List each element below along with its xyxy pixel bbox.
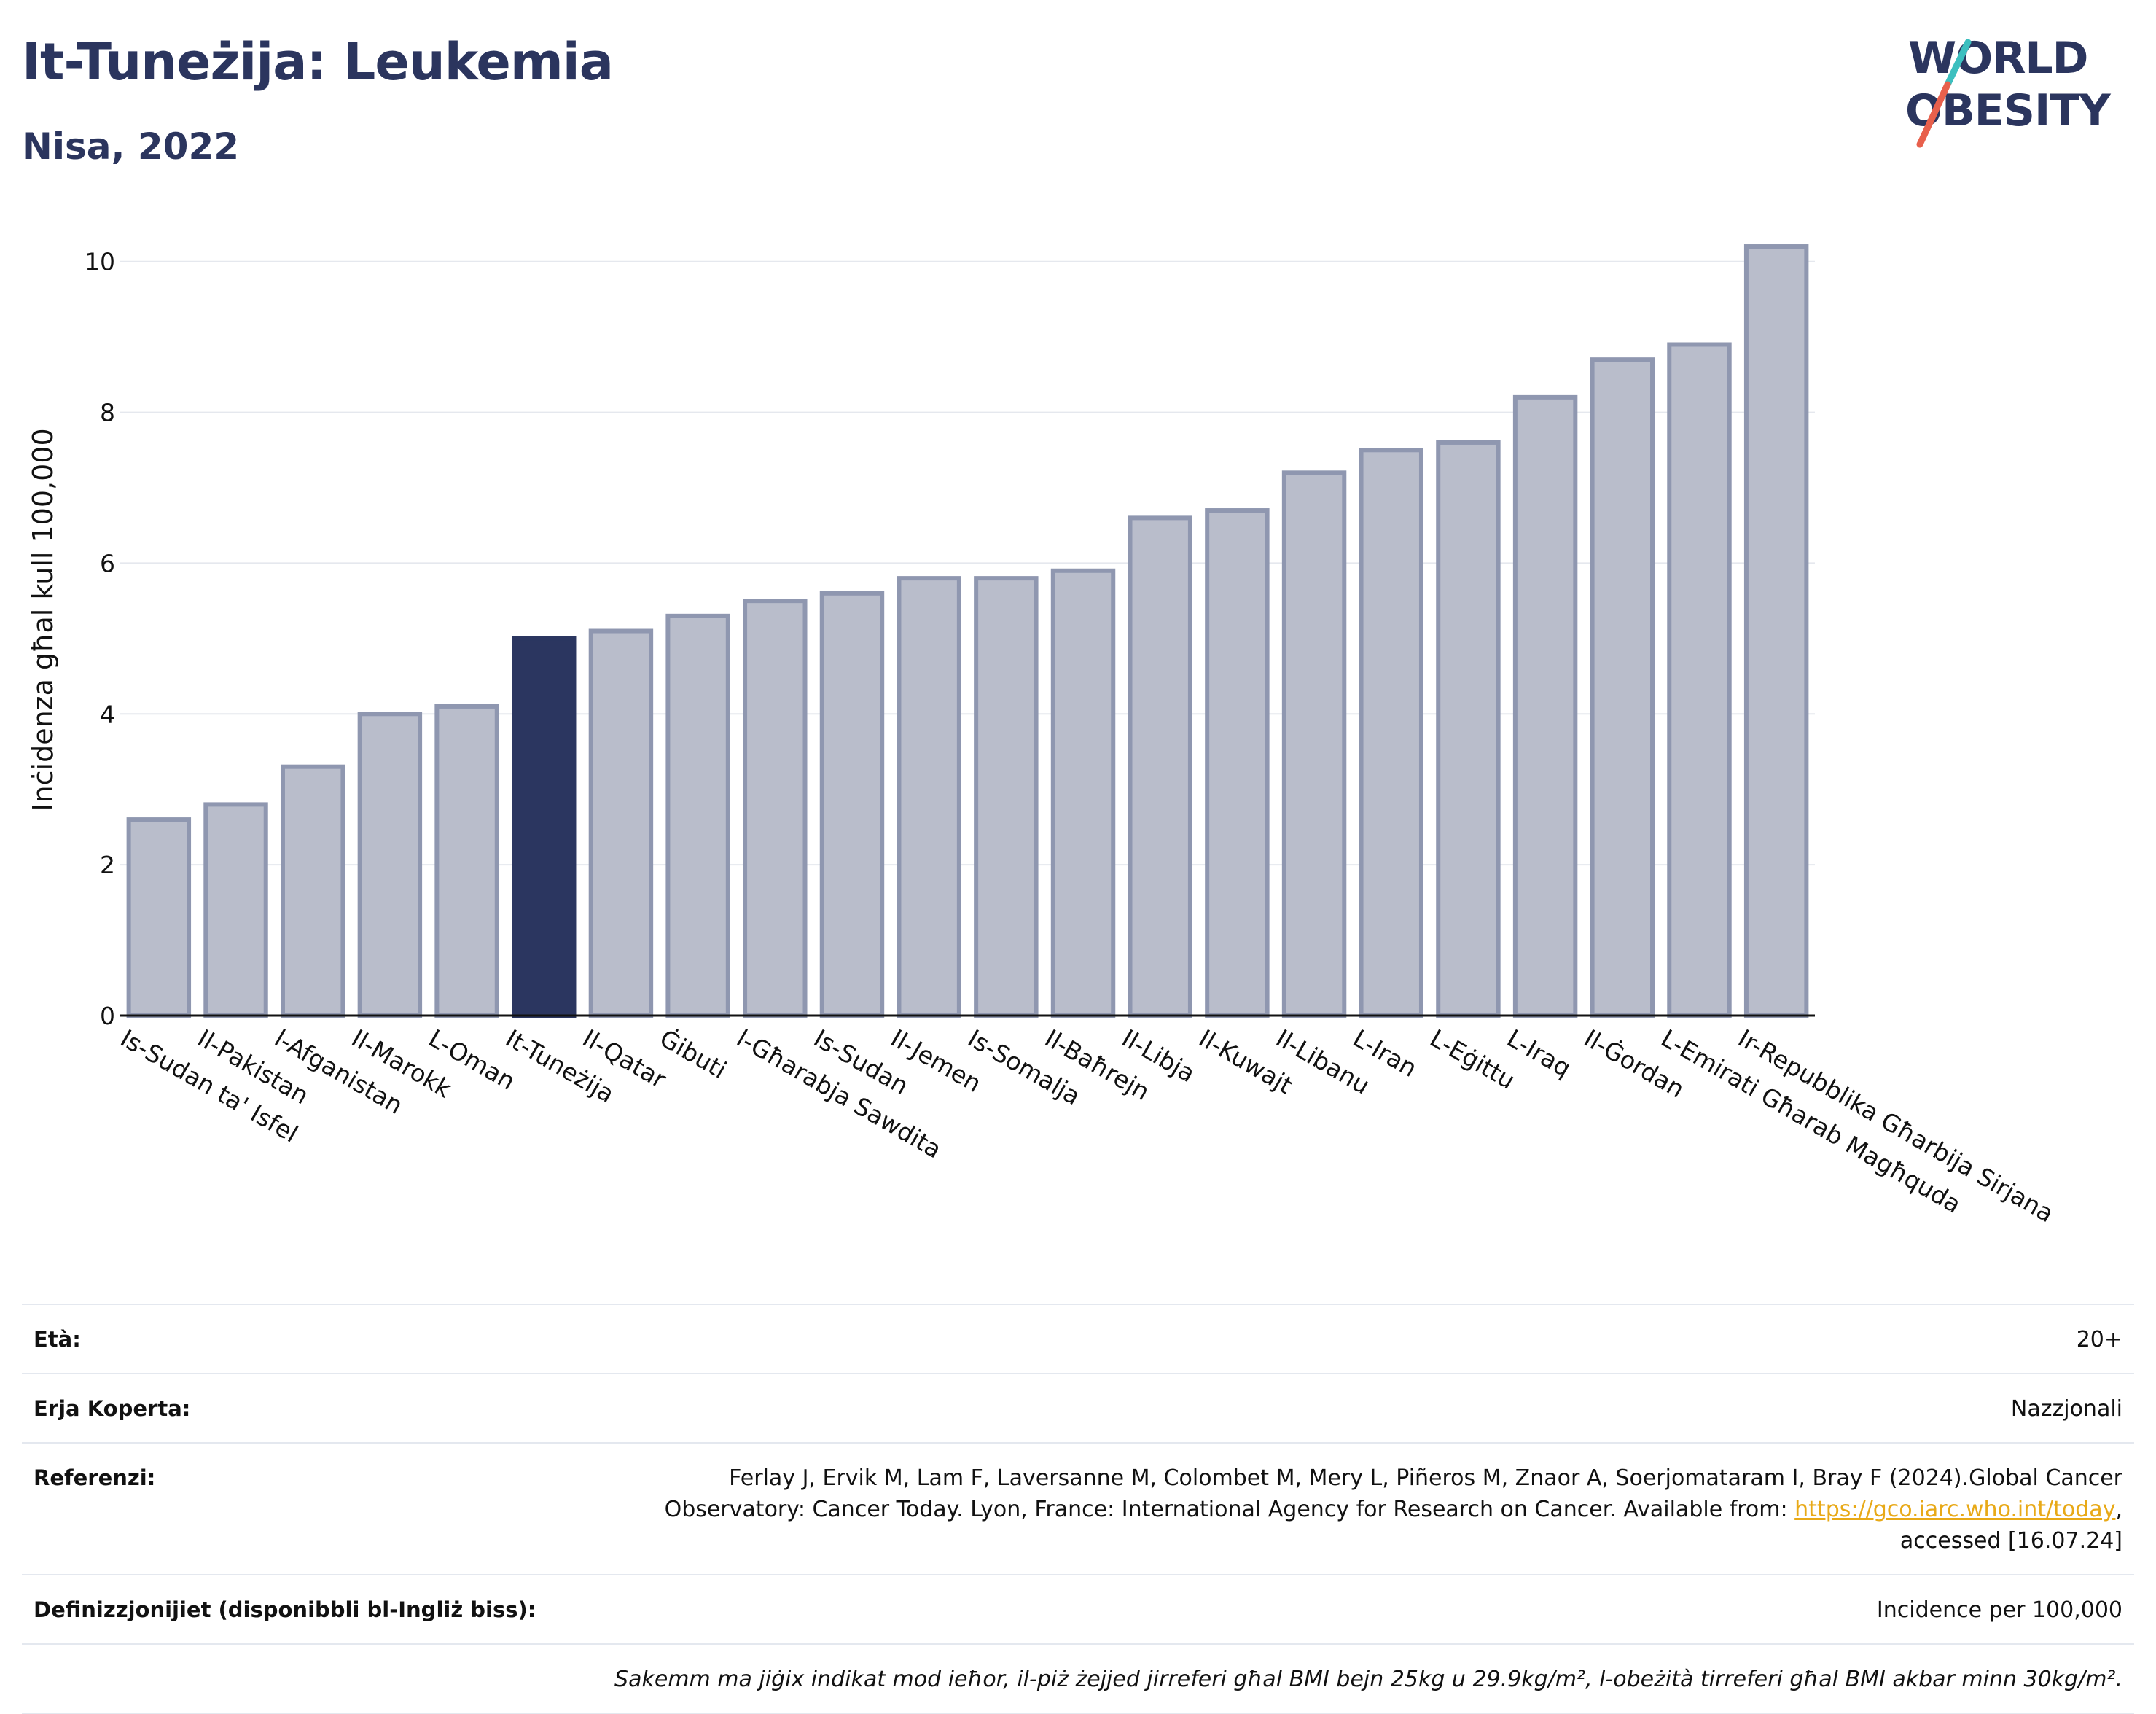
logo-slash-red [1916, 81, 1951, 148]
bar [1359, 448, 1423, 1018]
y-tick-label: 10 [85, 248, 115, 276]
bar [357, 712, 423, 1018]
y-tick-label: 2 [100, 851, 115, 879]
area-row: Erja Koperta: Nazzjonali [22, 1373, 2134, 1442]
note-row: Sakemm ma jiġix indikat mod ieħor, il-pi… [22, 1643, 2134, 1714]
definitions-row: Definizzjonijiet (disponibbli bl-Ingliż … [22, 1574, 2134, 1643]
bar [588, 628, 654, 1018]
bar [743, 599, 808, 1018]
bmi-note: Sakemm ma jiġix indikat mod ieħor, il-pi… [614, 1667, 2122, 1692]
reference-link[interactable]: https://gco.iarc.who.int/today [1794, 1497, 2116, 1522]
bar [1667, 342, 1732, 1018]
bar [1590, 357, 1655, 1018]
logo-line1: WORLD [1908, 33, 2087, 84]
bar [203, 802, 268, 1018]
y-tick-label: 4 [100, 700, 115, 728]
bar [434, 704, 499, 1018]
area-value: Nazzjonali [2010, 1396, 2122, 1422]
y-axis-title: Inċidenza għal kull 100,000 [27, 428, 59, 811]
bar [1436, 440, 1501, 1018]
world-obesity-logo: WORLD OBESITY [1905, 33, 2112, 148]
chart-subtitle: Nisa, 2022 [22, 125, 240, 168]
info-table: Età: 20+ Erja Koperta: Nazzjonali Refere… [22, 1304, 2134, 1714]
bar [1128, 515, 1192, 1018]
references-row: Referenzi: Ferlay J, Ervik M, Lam F, Lav… [22, 1442, 2134, 1574]
bar [1281, 470, 1347, 1018]
bar [665, 613, 730, 1018]
age-label: Età: [34, 1327, 81, 1352]
logo-slash-teal [1944, 39, 1972, 88]
bar [819, 591, 885, 1018]
reference-text-4: accessed [16.07.24] [1899, 1528, 2122, 1554]
bar [1050, 568, 1116, 1018]
reference-text-2: Observatory: Cancer Today. Lyon, France:… [664, 1497, 1788, 1522]
x-tick-label: Ir-Repubblika Għarbija Sirjana [1733, 1024, 2058, 1228]
chart-title: It-Tuneżija: Leukemia [22, 32, 614, 92]
bar-chart: 0 2 4 6 8 10 Is-Sudan ta' IsfelIl-Pakistanl-A… [27, 244, 2058, 1228]
definitions-value: Incidence per 100,000 [1876, 1597, 2122, 1623]
bar [1512, 394, 1578, 1018]
bar [1743, 244, 1809, 1018]
y-tick-label: 8 [100, 399, 115, 427]
references-label: Referenzi: [34, 1465, 156, 1490]
references-value: Ferlay J, Ervik M, Lam F, Laversanne M, … [665, 1462, 2122, 1557]
y-tick-label: 0 [100, 1002, 115, 1030]
area-label: Erja Koperta: [34, 1396, 191, 1421]
definitions-label: Definizzjonijiet (disponibbli bl-Ingliż … [34, 1597, 536, 1622]
bar-highlighted [512, 636, 577, 1018]
bar [897, 576, 961, 1018]
y-axis-ticks: 0 2 4 6 8 10 [85, 248, 115, 1030]
bar [974, 576, 1039, 1018]
bars [126, 244, 1809, 1018]
y-tick-label: 6 [100, 549, 115, 577]
bar [1205, 508, 1270, 1018]
bar [280, 764, 345, 1018]
age-row: Età: 20+ [22, 1304, 2134, 1373]
bar [126, 817, 192, 1018]
x-axis-ticks: Is-Sudan ta' IsfelIl-Pakistanl-Afganista… [116, 1023, 2058, 1228]
reference-text-3: , [2115, 1497, 2122, 1522]
x-tick-label: L-Emirati Għarab Magħquda [1656, 1024, 1966, 1219]
age-value: 20+ [2076, 1327, 2122, 1352]
reference-text-1: Ferlay J, Ervik M, Lam F, Laversanne M, … [729, 1465, 2122, 1491]
x-tick-label: L-Eġittu [1425, 1024, 1520, 1095]
